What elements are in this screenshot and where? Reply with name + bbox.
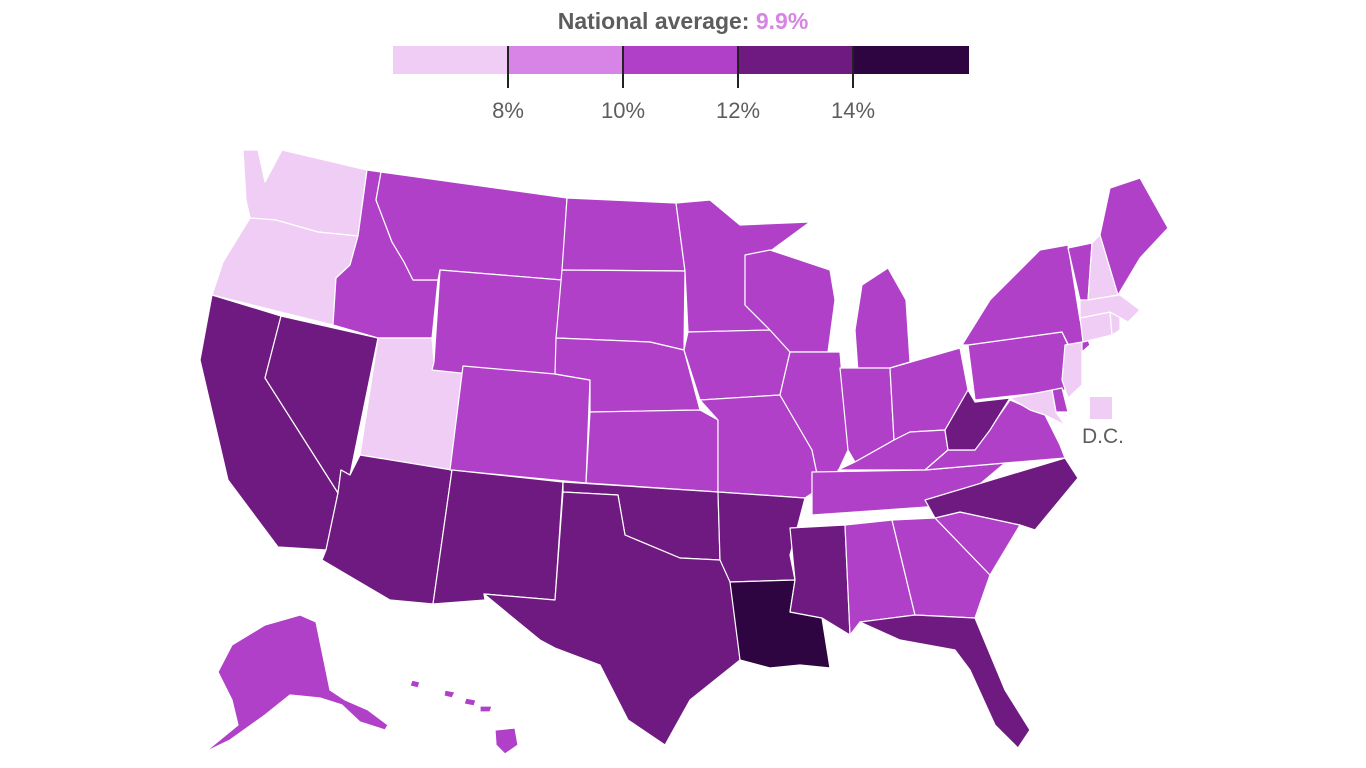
legend-tick-14 — [852, 46, 854, 88]
national-average-label: National average: — [557, 8, 750, 34]
legend-tick-10 — [622, 46, 624, 88]
dc-swatch[interactable] — [1090, 397, 1112, 419]
legend-bin-5 — [853, 46, 970, 74]
state-michigan[interactable] — [854, 267, 911, 373]
state-wyoming[interactable] — [431, 269, 563, 384]
legend-tick-label-14: 14% — [830, 98, 876, 123]
legend-bin-1 — [393, 46, 509, 74]
state-new-jersey[interactable] — [1061, 341, 1083, 399]
state-west-virginia[interactable] — [944, 389, 1011, 451]
legend-bin-2 — [508, 46, 624, 74]
state-arizona[interactable] — [321, 454, 453, 605]
legend-bin-3 — [623, 46, 739, 74]
state-alaska[interactable] — [204, 614, 389, 753]
state-new-mexico[interactable] — [432, 469, 564, 605]
legend-tick-8 — [507, 46, 509, 88]
state-kansas[interactable] — [585, 409, 719, 493]
state-montana[interactable] — [375, 171, 568, 281]
state-north-carolina[interactable] — [924, 457, 1079, 531]
state-maryland[interactable] — [1009, 389, 1066, 426]
state-north-dakota[interactable] — [561, 197, 686, 272]
state-florida[interactable] — [859, 614, 1031, 749]
state-iowa[interactable] — [683, 329, 791, 401]
legend-tick-label-10: 10% — [600, 98, 646, 123]
state-hawaii[interactable] — [409, 679, 519, 755]
color-legend — [393, 46, 970, 74]
state-maine[interactable] — [1099, 177, 1169, 296]
state-texas[interactable] — [483, 491, 741, 746]
state-south-dakota[interactable] — [555, 269, 686, 351]
legend-tick-label-12: 12% — [715, 98, 761, 123]
legend-tick-12 — [737, 46, 739, 88]
dc-label: D.C. — [1082, 425, 1124, 448]
legend-bin-4 — [738, 46, 854, 74]
state-colorado[interactable] — [449, 365, 591, 484]
national-average-title: National average: 9.9% — [0, 8, 1366, 35]
national-average-value: 9.9% — [755, 8, 809, 34]
legend-tick-label-8: 8% — [492, 98, 524, 123]
state-georgia[interactable] — [891, 517, 991, 619]
state-massachusetts[interactable] — [1079, 294, 1141, 323]
